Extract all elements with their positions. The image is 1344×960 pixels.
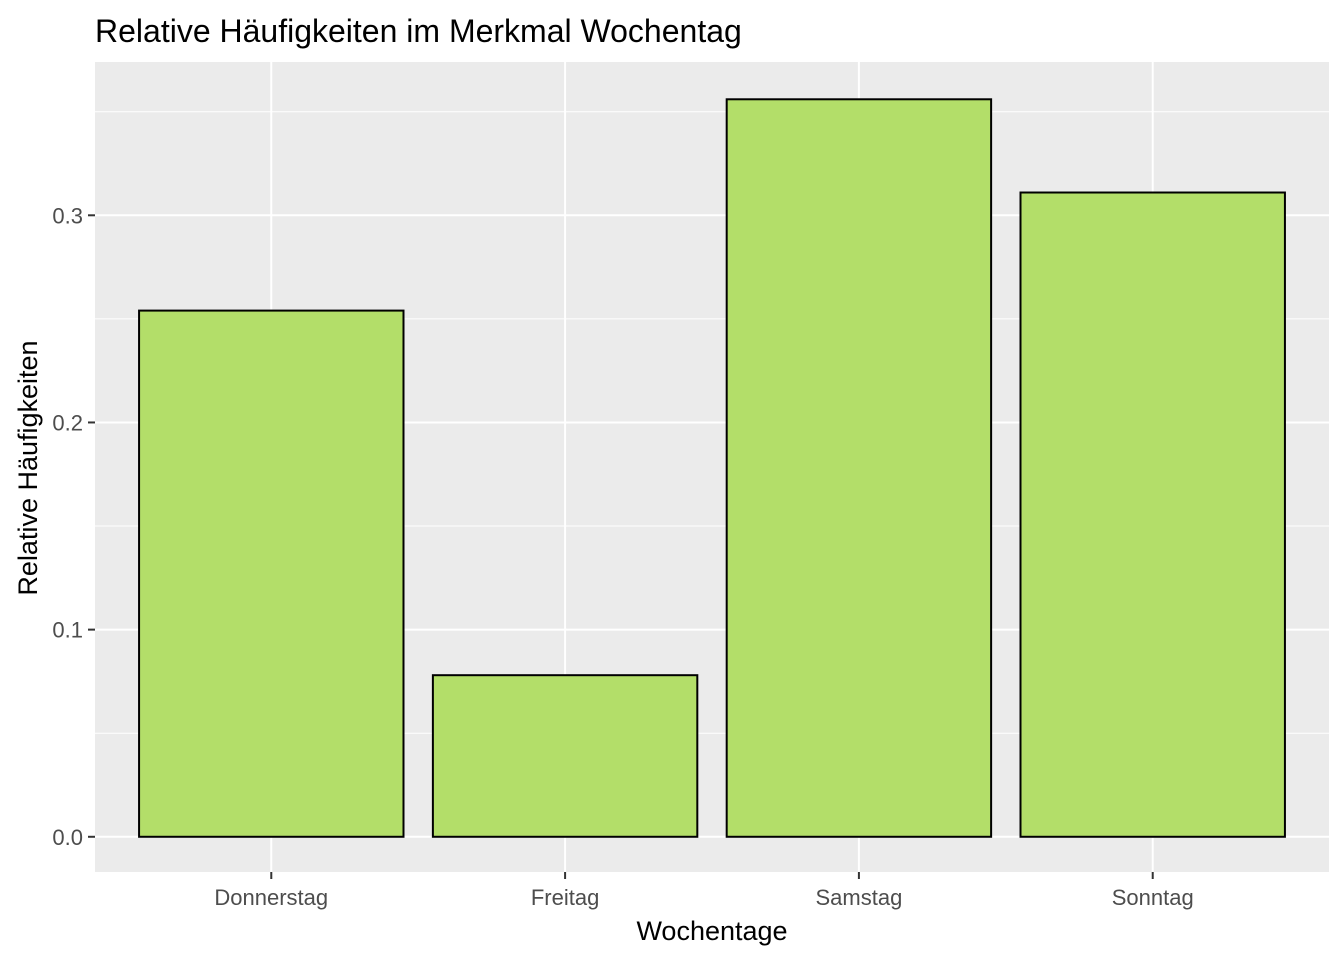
y-tick-label: 0.2 bbox=[52, 410, 83, 435]
y-tick-label: 0.1 bbox=[52, 618, 83, 643]
x-tick-label: Donnerstag bbox=[214, 885, 328, 910]
bars bbox=[138, 98, 1286, 838]
bar-sonntag bbox=[1019, 191, 1286, 838]
x-tick-label: Samstag bbox=[815, 885, 902, 910]
x-tick-label: Freitag bbox=[531, 885, 599, 910]
x-axis-title: Wochentage bbox=[636, 916, 787, 946]
y-axis-title: Relative Häufigkeiten bbox=[13, 340, 43, 595]
bar-samstag bbox=[725, 98, 993, 838]
chart-title: Relative Häufigkeiten im Merkmal Wochent… bbox=[95, 13, 742, 49]
x-tick-label: Sonntag bbox=[1112, 885, 1194, 910]
y-tick-label: 0.3 bbox=[52, 203, 83, 228]
x-axis: Donnerstag Freitag Samstag Sonntag bbox=[214, 872, 1194, 910]
bar-freitag bbox=[431, 674, 699, 838]
bar-donnerstag bbox=[138, 309, 405, 838]
y-tick-label: 0.0 bbox=[52, 825, 83, 850]
y-axis: 0.0 0.1 0.2 0.3 bbox=[52, 203, 95, 850]
